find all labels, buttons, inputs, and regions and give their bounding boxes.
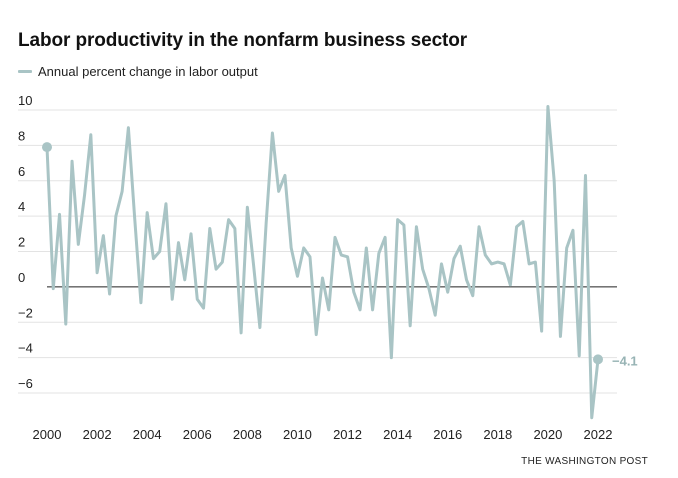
y-tick-label: 8 <box>18 128 25 143</box>
legend-swatch <box>18 70 32 73</box>
x-tick-label: 2002 <box>83 427 112 442</box>
y-axis-labels: 10 8 6 4 2 0 −2 −4 −6 <box>18 93 33 391</box>
end-marker <box>593 354 603 365</box>
x-tick-label: 2014 <box>383 427 412 442</box>
x-tick-label: 2000 <box>33 427 62 442</box>
start-marker <box>42 142 52 153</box>
y-tick-label: 10 <box>18 93 32 108</box>
legend: Annual percent change in labor output <box>18 64 258 79</box>
x-tick-label: 2012 <box>333 427 362 442</box>
x-tick-label: 2006 <box>183 427 212 442</box>
x-tick-label: 2020 <box>533 427 562 442</box>
y-tick-label: 2 <box>18 235 25 250</box>
source-credit: THE WASHINGTON POST <box>521 456 648 467</box>
y-tick-label: −6 <box>18 376 33 391</box>
x-tick-label: 2008 <box>233 427 262 442</box>
x-axis-labels: 2000 2002 2004 2006 2008 2010 2012 2014 2016 2018… <box>33 427 613 442</box>
end-value-label: −4.1 <box>612 353 638 368</box>
y-tick-label: 6 <box>18 164 25 179</box>
x-tick-label: 2022 <box>584 427 613 442</box>
x-tick-label: 2010 <box>283 427 312 442</box>
markers-group: −4.1 <box>42 142 638 368</box>
x-tick-label: 2018 <box>483 427 512 442</box>
y-tick-label: −4 <box>18 341 33 356</box>
chart-title: Labor productivity in the nonfarm busine… <box>18 30 468 51</box>
y-tick-label: 0 <box>18 270 25 285</box>
legend-label: Annual percent change in labor output <box>38 64 258 79</box>
x-tick-label: 2016 <box>433 427 462 442</box>
x-tick-label: 2004 <box>133 427 162 442</box>
grid-lines <box>18 109 617 394</box>
series-group <box>45 104 600 420</box>
y-tick-label: 4 <box>18 199 25 214</box>
y-tick-label: −2 <box>18 305 33 320</box>
series-line <box>45 104 600 420</box>
